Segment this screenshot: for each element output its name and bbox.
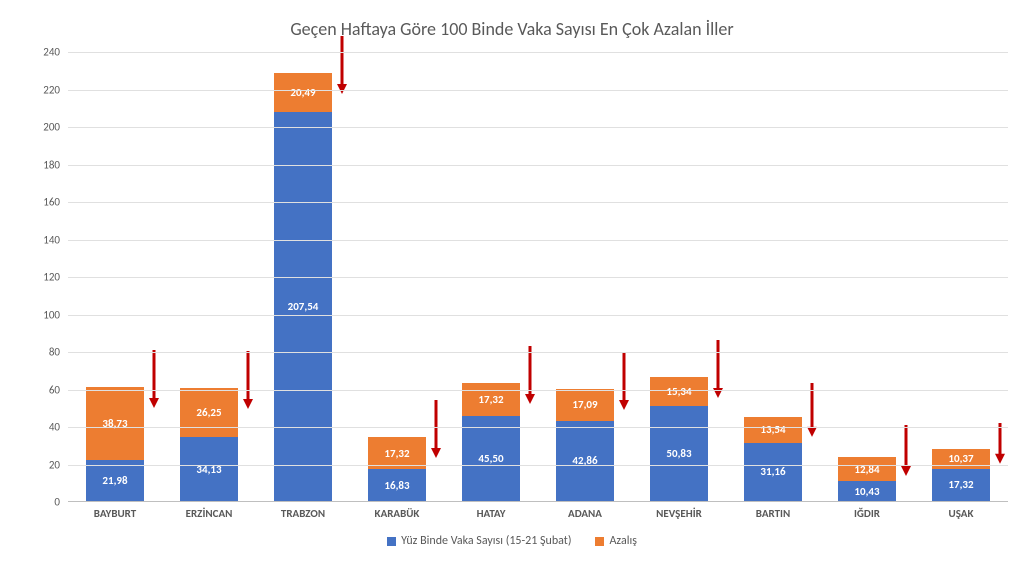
bar-stack: 50,8315,34: [650, 377, 708, 501]
category-label: ERZİNCAN: [180, 507, 238, 520]
grid-line: [68, 352, 1008, 353]
grid-line: [68, 165, 1008, 166]
bar-segment-base: 42,86: [556, 421, 614, 501]
bar-stack: 16,8317,32: [368, 437, 426, 501]
grid-line: [68, 277, 1008, 278]
bar-segment-decrease: 15,34: [650, 377, 708, 406]
y-tick-label: 240: [28, 46, 68, 59]
category-label: UŞAK: [932, 507, 990, 520]
grid-line: [68, 240, 1008, 241]
bar-stack: 42,8617,09: [556, 389, 614, 501]
category-label: TRABZON: [274, 507, 332, 520]
bar-segment-base: 17,32: [932, 469, 990, 501]
category-label: BARTIN: [744, 507, 802, 520]
bar-group: 34,1326,25ERZİNCAN: [180, 388, 238, 501]
grid-line: [68, 202, 1008, 203]
category-label: HATAY: [462, 507, 520, 520]
category-label: KARABÜK: [368, 507, 426, 520]
bar-stack: 17,3210,37: [932, 449, 990, 501]
decrease-arrow-icon: [523, 344, 537, 404]
bar-segment-decrease: 13,54: [744, 417, 802, 442]
grid-line: [68, 427, 1008, 428]
grid-line: [68, 90, 1008, 91]
bar-segment-base: 31,16: [744, 443, 802, 501]
bar-group: 207,5420,49TRABZON: [274, 73, 332, 501]
bar-group: 50,8315,34NEVŞEHİR: [650, 377, 708, 501]
bar-segment-base: 50,83: [650, 406, 708, 501]
legend-item-base: Yüz Binde Vaka Sayısı (15-21 Şubat): [387, 534, 571, 548]
bar-group: 16,8317,32KARABÜK: [368, 437, 426, 501]
bar-group: 31,1613,54BARTIN: [744, 417, 802, 501]
bar-segment-decrease: 10,37: [932, 449, 990, 468]
bar-segment-decrease: 26,25: [180, 388, 238, 437]
legend-swatch-base: [387, 537, 396, 546]
bar-group: 17,3210,37UŞAK: [932, 449, 990, 501]
bar-segment-base: 10,43: [838, 481, 896, 501]
bar-group: 45,5017,32HATAY: [462, 383, 520, 501]
bar-segment-base: 16,83: [368, 469, 426, 501]
grid-line: [68, 127, 1008, 128]
y-tick-label: 180: [28, 158, 68, 171]
plot-area: 21,9838,73BAYBURT 34,1326,25ERZİNCAN 207,5…: [68, 52, 1008, 502]
legend-label-decrease: Azalış: [609, 534, 636, 548]
grid-line: [68, 52, 1008, 53]
grid-line: [68, 390, 1008, 391]
bar-segment-decrease: 17,32: [462, 383, 520, 415]
bar-stack: 34,1326,25: [180, 388, 238, 501]
bar-stack: 45,5017,32: [462, 383, 520, 501]
bar-segment-base: 21,98: [86, 460, 144, 501]
chart-title: Geçen Haftaya Göre 100 Binde Vaka Sayısı…: [20, 18, 1004, 40]
y-tick-label: 60: [28, 383, 68, 396]
bar-segment-base: 34,13: [180, 437, 238, 501]
legend-label-base: Yüz Binde Vaka Sayısı (15-21 Şubat): [401, 534, 571, 548]
y-tick-label: 100: [28, 308, 68, 321]
decrease-arrow-icon: [335, 34, 349, 94]
category-label: BAYBURT: [86, 507, 144, 520]
chart-container: Geçen Haftaya Göre 100 Binde Vaka Sayısı…: [0, 0, 1024, 576]
bar-segment-decrease: 17,09: [556, 389, 614, 421]
y-tick-label: 0: [28, 496, 68, 509]
bar-segment-base: 45,50: [462, 416, 520, 501]
y-tick-label: 80: [28, 346, 68, 359]
bar-stack: 31,1613,54: [744, 417, 802, 501]
bar-segment-base: 207,54: [274, 112, 332, 501]
grid-line: [68, 315, 1008, 316]
y-tick-label: 160: [28, 196, 68, 209]
bar-group: 21,9838,73BAYBURT: [86, 387, 144, 501]
bar-group: 42,8617,09ADANA: [556, 389, 614, 501]
decrease-arrow-icon: [899, 423, 913, 476]
legend-swatch-decrease: [595, 537, 604, 546]
y-tick-label: 220: [28, 83, 68, 96]
grid-line: [68, 465, 1008, 466]
y-tick-label: 120: [28, 271, 68, 284]
legend: Yüz Binde Vaka Sayısı (15-21 Şubat) Azal…: [20, 534, 1004, 548]
decrease-arrow-icon: [617, 350, 631, 410]
decrease-arrow-icon: [241, 349, 255, 409]
category-label: IĞDIR: [838, 507, 896, 520]
bar-stack: 21,9838,73: [86, 387, 144, 501]
y-tick-label: 20: [28, 458, 68, 471]
bar-segment-decrease: 38,73: [86, 387, 144, 460]
legend-item-decrease: Azalış: [595, 534, 636, 548]
decrease-arrow-icon: [147, 348, 161, 408]
y-tick-label: 140: [28, 233, 68, 246]
y-tick-label: 200: [28, 121, 68, 134]
category-label: NEVŞEHİR: [650, 507, 708, 520]
bar-stack: 207,5420,49: [274, 73, 332, 501]
y-tick-label: 40: [28, 421, 68, 434]
bar-segment-decrease: 20,49: [274, 73, 332, 111]
category-label: ADANA: [556, 507, 614, 520]
bar-segment-decrease: 12,84: [838, 457, 896, 481]
